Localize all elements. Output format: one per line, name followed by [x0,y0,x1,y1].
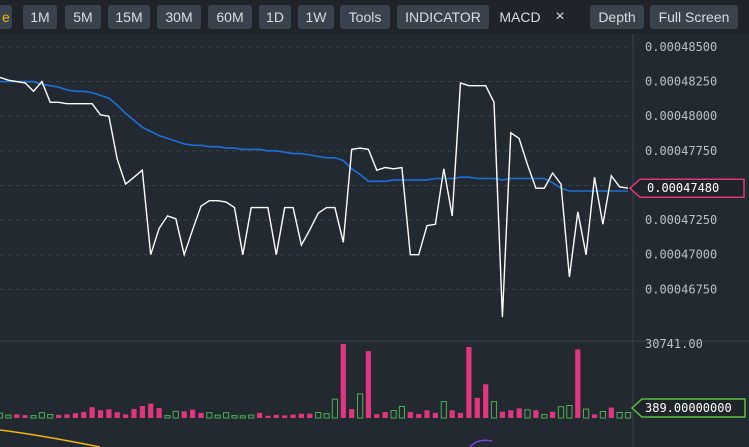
y-tick-label: 0.00046750 [645,282,717,296]
volume-tick-label: 30741.00 [645,337,703,351]
volume-bar [550,412,555,418]
volume-bar [450,410,455,418]
volume-bar [198,413,203,418]
volume-bar [157,408,162,418]
volume-bar [148,404,153,418]
volume-bar [140,406,145,418]
volume-bar [106,409,111,418]
volume-bar [458,413,463,418]
chart-canvas[interactable]: 0.00048500 0.00048250 0.00048000 0.00047750… [0,34,749,447]
current-volume-label: 389.00000000 [645,401,732,415]
current-volume-tag: 389.00000000 [632,399,745,417]
chart-toolbar: e 1M 5M 15M 30M 60M 1D 1W Tools INDICATO… [0,0,749,34]
volume-bar [533,410,538,418]
y-tick-label: 0.00047750 [645,144,717,158]
volume-bar [98,410,103,418]
close-icon[interactable]: × [548,5,572,29]
y-tick-label: 0.00048000 [645,109,717,123]
interval-button-30m[interactable]: 30M [157,5,201,29]
interval-button-1w[interactable]: 1W [298,5,334,29]
y-tick-label: 0.00048500 [645,40,717,54]
volume-bar [508,410,513,418]
volume-bar [475,398,480,418]
volume-bar [500,412,505,418]
volume-bar [282,415,287,418]
volume-bar [374,414,379,418]
volume-bar [257,413,262,418]
interval-button-1m[interactable]: 1M [23,5,57,29]
volume-bar [299,414,304,418]
volume-bar [349,409,354,418]
volume-axis: 30741.00 [645,337,703,351]
interval-button-partial[interactable]: e [0,5,12,29]
volume-bar [466,347,471,418]
volume-bar [408,412,413,418]
volume-bar [14,414,19,418]
chart-background [0,34,749,447]
volume-bar [90,407,95,418]
volume-bar [56,415,61,418]
volume-bar [291,415,296,418]
volume-bar [307,414,312,418]
y-tick-label: 0.00048250 [645,75,717,89]
volume-bar [424,410,429,418]
volume-bar [416,414,421,418]
volume-bar [182,411,187,418]
volume-bar [23,415,28,418]
volume-bar [366,351,371,418]
indicator-button[interactable]: INDICATOR [397,5,489,29]
volume-bar [274,415,279,418]
tools-button[interactable]: Tools [340,5,390,29]
volume-bar [383,412,388,418]
volume-bar [575,349,580,418]
current-price-label: 0.00047480 [647,181,719,195]
volume-bar [433,413,438,418]
volume-bar [341,344,346,418]
volume-bar [81,412,86,418]
volume-bar [609,408,614,418]
volume-bar [64,414,69,418]
interval-button-60m[interactable]: 60M [208,5,252,29]
fullscreen-button[interactable]: Full Screen [650,5,738,29]
interval-button-5m[interactable]: 5M [65,5,101,29]
depth-button[interactable]: Depth [590,5,644,29]
current-price-tag: 0.00047480 [630,179,744,197]
volume-bar [131,409,136,418]
interval-button-1d[interactable]: 1D [259,5,291,29]
interval-button-15m[interactable]: 15M [108,5,150,29]
volume-bar [73,413,78,418]
volume-bar [115,412,120,418]
volume-bar [592,414,597,418]
volume-bar [190,410,195,418]
y-tick-label: 0.00047250 [645,213,717,227]
volume-bar [517,408,522,418]
macd-label: MACD [492,5,548,29]
volume-bar [483,384,488,418]
y-tick-label: 0.00047000 [645,248,717,262]
volume-bar [265,416,270,418]
volume-bar [123,414,128,418]
